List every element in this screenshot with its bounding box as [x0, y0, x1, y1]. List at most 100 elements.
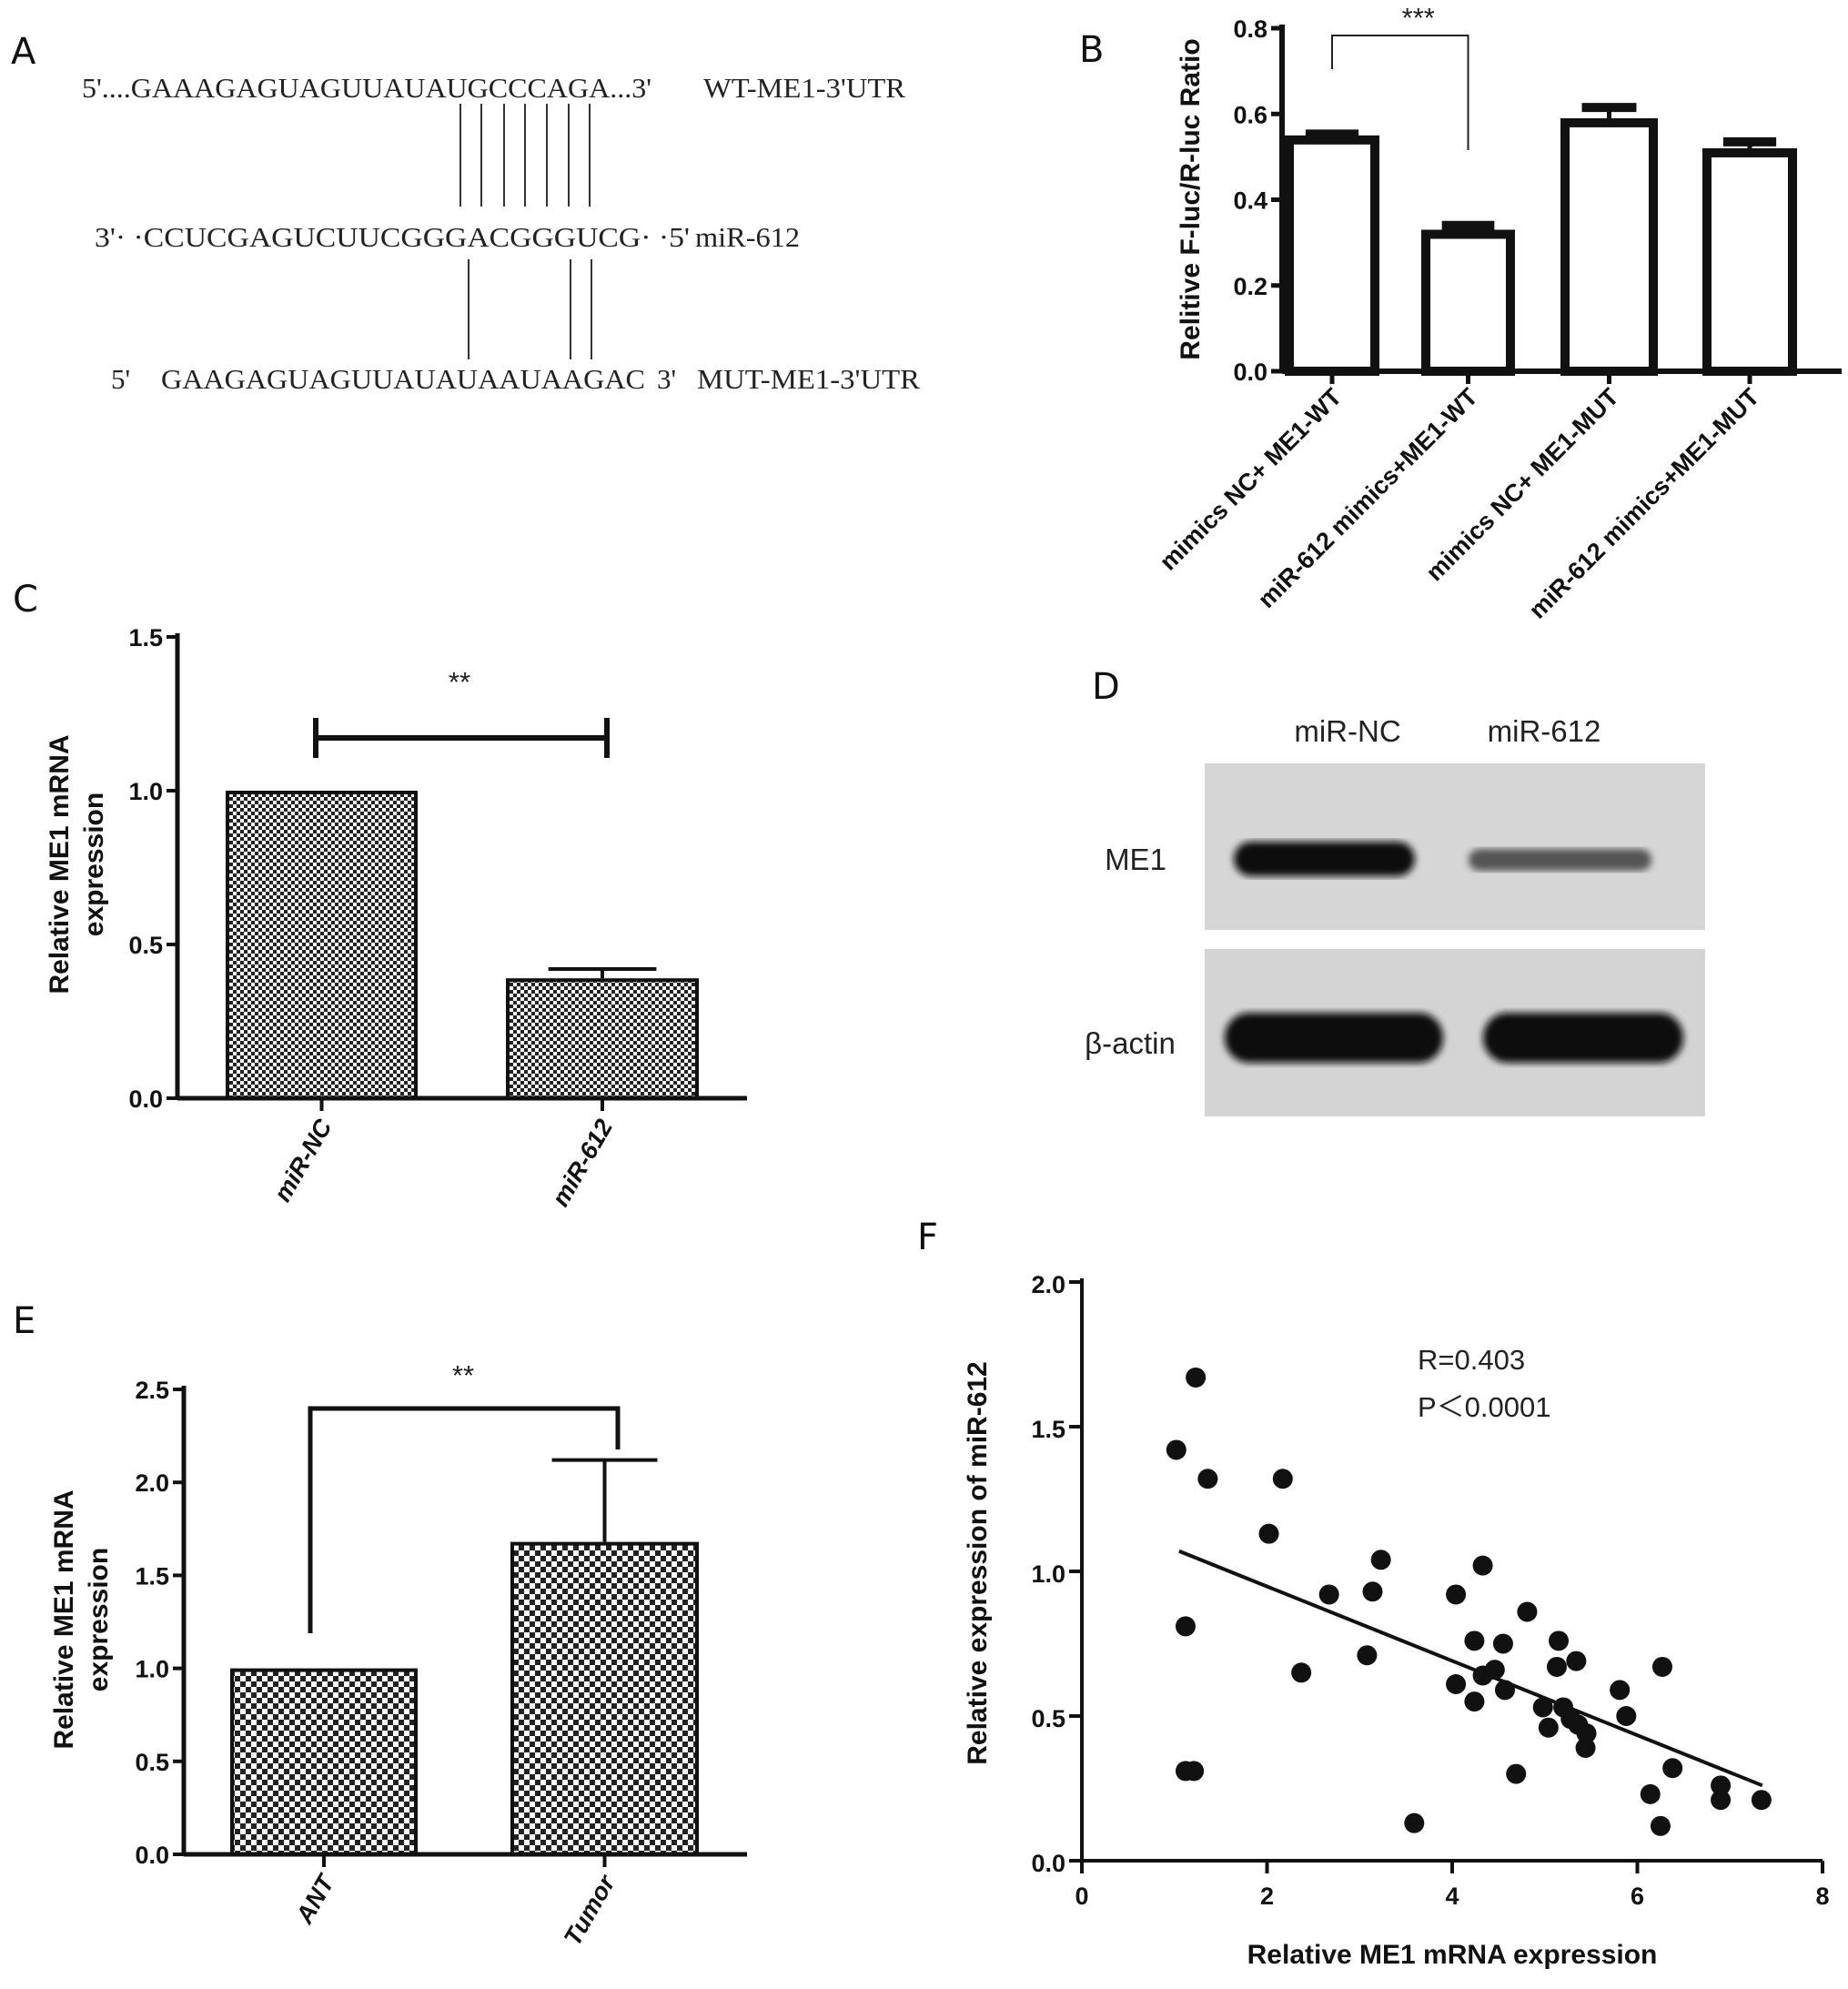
data-point: [1549, 1631, 1570, 1651]
mut-pairing-lines: [468, 259, 592, 359]
bar: [1421, 229, 1515, 376]
mut-sequence: GAAGAGUAGUUAUAUAAUAAGAC: [161, 363, 645, 395]
y-tick-label: 1.0: [135, 1656, 169, 1683]
mir-sequence: 3'· ·CCUCGAGUCUUCGGGACGGGUCG· ·5': [95, 221, 690, 253]
data-point: [1506, 1763, 1527, 1784]
data-point: [1446, 1674, 1467, 1695]
x-tick-label: 4: [1445, 1883, 1459, 1910]
data-point: [1258, 1523, 1279, 1544]
data-point: [1272, 1469, 1293, 1489]
wt-label: WT-ME1-3'UTR: [703, 72, 905, 104]
data-point: [1472, 1555, 1493, 1576]
data-point: [1640, 1783, 1661, 1804]
data-point: [1404, 1812, 1425, 1833]
lane-label-mir-nc: miR-NC: [1294, 714, 1400, 748]
y-tick-label: 0.0: [1233, 358, 1267, 386]
significance-bracket: [308, 1406, 621, 1633]
mut-label: MUT-ME1-3'UTR: [697, 363, 920, 395]
correlation-r: R=0.403: [1418, 1344, 1525, 1376]
significance-label: ***: [1402, 2, 1435, 34]
y-tick-label: 0.8: [1233, 15, 1267, 43]
data-point: [1370, 1550, 1391, 1570]
y-tick-label: 1.0: [128, 778, 163, 805]
y-tick-label: 0.2: [1233, 273, 1267, 300]
panel-label-d: D: [1092, 666, 1120, 708]
data-point: [1186, 1367, 1207, 1388]
data-point: [1662, 1758, 1683, 1779]
regression-line: [1178, 1549, 1763, 1788]
x-tick-label: 8: [1815, 1883, 1829, 1910]
y-tick-label: 0.0: [1031, 1850, 1065, 1877]
panel-d-western-blot: miR-NC miR-612 ME1 β-actin: [1085, 714, 1705, 1116]
data-point: [1610, 1680, 1631, 1701]
wt-pairing-lines: [459, 104, 591, 207]
bar: [1285, 135, 1379, 376]
data-point: [1472, 1665, 1493, 1686]
data-point: [1517, 1601, 1538, 1622]
data-point: [1175, 1616, 1196, 1637]
data-point: [1362, 1581, 1383, 1602]
bar: [1560, 117, 1658, 376]
x-axis-label: Relative ME1 mRNA expression: [1247, 1940, 1658, 1970]
data-point: [1532, 1697, 1553, 1718]
data-point: [1464, 1631, 1485, 1651]
x-tick-label: miR-612 mimics+ME1-WT: [1253, 383, 1483, 613]
panel-label-b: B: [1079, 29, 1104, 71]
bar: [230, 1668, 418, 1856]
wt-sequence: 5'....GAAAGAGUAGUUAUAUGCCCAGA...3': [82, 72, 651, 104]
chart-C: miR-NC miR-612 0.0 0.5 1.0 1.5 Relative ME1 mR…: [45, 624, 747, 1211]
data-point: [1446, 1584, 1467, 1605]
significance-bracket: [1331, 35, 1469, 150]
data-point: [1197, 1469, 1218, 1489]
data-point: [1166, 1439, 1187, 1460]
y-tick-label: 0.6: [1233, 101, 1267, 128]
panel-label-e: E: [13, 1300, 35, 1342]
y-tick-label: 1.5: [1031, 1416, 1065, 1443]
y-axis-label: Relitive F-luc/R-luc Ratio: [1176, 38, 1206, 359]
y-axis-label: Relative expression of miR-612: [963, 1361, 993, 1765]
y-axis-label: Relative ME1 mRNA: [45, 734, 75, 994]
data-point: [1751, 1790, 1772, 1811]
y-tick-label: 0.5: [1031, 1705, 1065, 1732]
bar: [226, 791, 418, 1100]
y-axis-label: Relative ME1 mRNA: [49, 1489, 79, 1749]
y-tick-label: 0.0: [128, 1085, 163, 1113]
chart-E: ANT Tumor 0.0 0.5 1.0 1.5 2.0 2.5 Relative ME1 m…: [49, 1359, 747, 1950]
significance-label: **: [452, 1359, 474, 1391]
data-point: [1575, 1737, 1596, 1758]
panel-label-c: C: [13, 579, 38, 621]
p-value: P＜0.0001: [1418, 1391, 1551, 1423]
mut-five-prime: 5': [111, 363, 130, 395]
data-point: [1576, 1723, 1597, 1744]
data-point: [1711, 1775, 1732, 1796]
y-tick-label: 1.5: [128, 624, 163, 651]
beta-actin-band-mir-nc: [1225, 1013, 1443, 1063]
x-tick-label: Tumor: [559, 1870, 621, 1951]
bar: [506, 978, 699, 1101]
row-label-me1: ME1: [1105, 843, 1166, 876]
row-label-beta-actin: β-actin: [1085, 1026, 1176, 1060]
y-tick-label: 0.5: [128, 932, 163, 959]
x-tick-label: ANT: [290, 1869, 340, 1929]
mut-three-prime: 3': [657, 363, 676, 395]
data-point: [1650, 1815, 1671, 1836]
data-point: [1357, 1645, 1378, 1666]
panel-label-f: F: [917, 1217, 938, 1258]
data-point: [1546, 1656, 1567, 1677]
data-point: [1494, 1680, 1515, 1701]
y-axis-label: expression: [84, 1548, 114, 1691]
y-tick-label: 1.0: [1031, 1560, 1065, 1588]
x-tick-label: miR-NC: [268, 1115, 338, 1207]
data-point: [1464, 1691, 1485, 1712]
panel-a-sequence-alignment: 5'....GAAAGAGUAGUUAUAUGCCCAGA...3' WT-ME…: [82, 72, 920, 395]
data-point: [1566, 1651, 1587, 1671]
significance-label: **: [449, 666, 470, 698]
mir-label: miR-612: [695, 221, 800, 253]
bar: [510, 1541, 699, 1857]
y-tick-label: 0.5: [135, 1749, 169, 1776]
me1-band-mir-612: [1469, 849, 1651, 871]
y-tick-label: 2.5: [135, 1377, 169, 1404]
x-tick-label: miR-612: [547, 1115, 619, 1211]
